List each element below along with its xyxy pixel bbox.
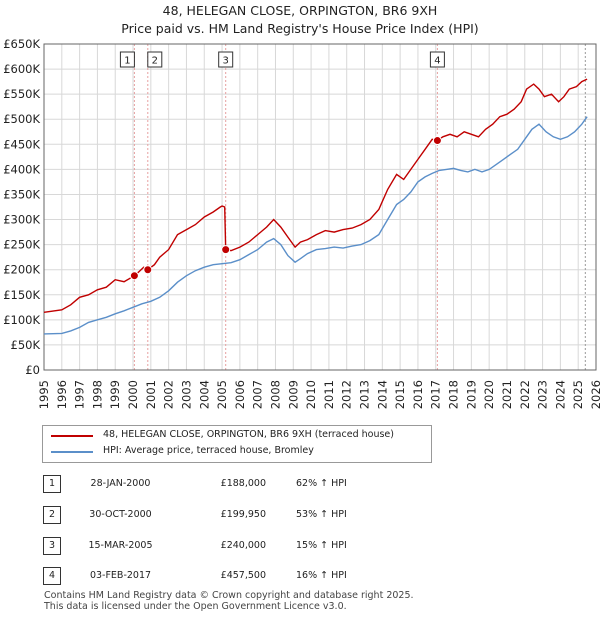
y-tick-label: £450K — [3, 137, 40, 151]
legend-label-hpi: HPI: Average price, terraced house, Brom… — [103, 445, 314, 456]
x-tick-label: 2025 — [571, 380, 585, 409]
x-tick-label: 2000 — [126, 380, 140, 409]
x-tick-label: 2008 — [268, 380, 282, 409]
x-tick-label: 2002 — [162, 380, 176, 409]
transaction-price: £457,500 — [220, 570, 266, 581]
transaction-price: £188,000 — [220, 478, 266, 489]
x-tick-label: 2014 — [375, 380, 389, 409]
transaction-row: 3 15-MAR-2005 £240,000 15% ↑ HPI — [0, 536, 600, 558]
x-tick-label: 2021 — [500, 380, 514, 409]
y-tick-label: £600K — [3, 62, 40, 76]
x-tick-label: 2007 — [251, 380, 265, 409]
footer-attribution: Contains HM Land Registry data © Crown c… — [44, 590, 414, 612]
x-tick-label: 2018 — [447, 380, 461, 409]
sale-label: 2 — [152, 56, 158, 67]
y-tick-label: £150K — [3, 288, 40, 302]
sale-marker — [143, 265, 153, 275]
transaction-number: 4 — [43, 567, 61, 585]
x-tick-label: 1998 — [90, 380, 104, 409]
x-tick-label: 1997 — [73, 380, 87, 409]
chart-title: 48, HELEGAN CLOSE, ORPINGTON, BR6 9XH — [162, 3, 438, 18]
transaction-hpi-change: 53% ↑ HPI — [296, 509, 347, 520]
sale-label-box — [429, 51, 445, 68]
x-tick-label: 2016 — [411, 380, 425, 409]
transaction-hpi-change: 15% ↑ HPI — [296, 540, 347, 551]
transaction-number: 2 — [43, 506, 61, 524]
x-tick-label: 1999 — [108, 380, 122, 409]
transaction-row: 2 30-OCT-2000 £199,950 53% ↑ HPI — [0, 505, 600, 527]
x-tick-label: 1995 — [37, 380, 51, 409]
y-tick-label: £550K — [3, 87, 40, 101]
transaction-row: 1 28-JAN-2000 £188,000 62% ↑ HPI — [0, 474, 600, 496]
transaction-date: 28-JAN-2000 — [90, 478, 151, 489]
y-tick-label: £350K — [3, 187, 40, 201]
x-tick-label: 2020 — [482, 380, 496, 409]
x-tick-label: 2024 — [553, 380, 567, 409]
y-tick-label: £300K — [3, 213, 40, 227]
transaction-number: 1 — [43, 475, 61, 493]
plot-border — [43, 43, 597, 371]
sale-marker — [432, 136, 442, 146]
x-tick-label: 2011 — [322, 380, 336, 409]
x-tick-label: 2026 — [589, 380, 600, 409]
x-tick-label: 2019 — [464, 380, 478, 409]
sale-label-box — [119, 51, 135, 68]
y-tick-label: £100K — [3, 313, 40, 327]
x-tick-label: 2005 — [215, 380, 229, 409]
x-tick-label: 2017 — [429, 380, 443, 409]
transaction-price: £199,950 — [220, 509, 266, 520]
y-tick-label: £650K — [3, 37, 40, 51]
y-tick-label: £250K — [3, 238, 40, 252]
legend-label-property: 48, HELEGAN CLOSE, ORPINGTON, BR6 9XH (t… — [103, 429, 394, 440]
x-tick-label: 1996 — [55, 380, 69, 409]
x-tick-label: 2009 — [286, 380, 300, 409]
transaction-number: 3 — [43, 537, 61, 555]
transaction-price: £240,000 — [220, 540, 266, 551]
legend-swatch-property — [51, 435, 93, 437]
price-chart: £0 £50K £100K £150K £200K £250K £300K £350K £400… — [3, 37, 600, 409]
chart-legend: 48, HELEGAN CLOSE, ORPINGTON, BR6 9XH (t… — [42, 425, 432, 463]
y-tick-label: £400K — [3, 162, 40, 176]
sale-label-box — [218, 51, 234, 68]
x-tick-label: 2023 — [536, 380, 550, 409]
transaction-date: 03-FEB-2017 — [89, 570, 152, 581]
x-tick-label: 2012 — [340, 380, 354, 409]
footer-copyright: Contains HM Land Registry data © Crown c… — [44, 590, 414, 601]
footer-license: This data is licensed under the Open Gov… — [44, 601, 347, 612]
transaction-hpi-change: 62% ↑ HPI — [296, 478, 347, 489]
x-tick-label: 2006 — [233, 380, 247, 409]
transaction-hpi-change: 16% ↑ HPI — [296, 570, 347, 581]
x-tick-label: 2013 — [358, 380, 372, 409]
chart-subtitle: Price paid vs. HM Land Registry's House … — [121, 21, 479, 36]
legend-swatch-hpi — [51, 451, 93, 453]
sale-label: 1 — [124, 56, 130, 67]
transaction-date: 30-OCT-2000 — [89, 509, 152, 520]
y-tick-label: £200K — [3, 263, 40, 277]
hpi-line — [43, 116, 588, 335]
x-tick-label: 2022 — [518, 380, 532, 409]
sale-label: 3 — [223, 56, 229, 67]
transaction-date: 15-MAR-2005 — [88, 540, 153, 551]
y-tick-label: £500K — [3, 112, 40, 126]
x-tick-label: 2003 — [179, 380, 193, 409]
transaction-row: 4 03-FEB-2017 £457,500 16% ↑ HPI — [0, 566, 600, 588]
plot-area — [44, 44, 596, 370]
x-tick-label: 2010 — [304, 380, 318, 409]
sale-marker — [221, 245, 231, 255]
x-tick-label: 2004 — [197, 380, 211, 409]
sale-marker — [129, 271, 139, 281]
y-tick-label: £0 — [25, 363, 40, 377]
sale-label-box — [147, 51, 163, 68]
sale-label: 4 — [434, 56, 440, 67]
y-tick-label: £50K — [11, 338, 41, 352]
x-tick-label: 2015 — [393, 380, 407, 409]
x-tick-label: 2001 — [144, 380, 158, 409]
